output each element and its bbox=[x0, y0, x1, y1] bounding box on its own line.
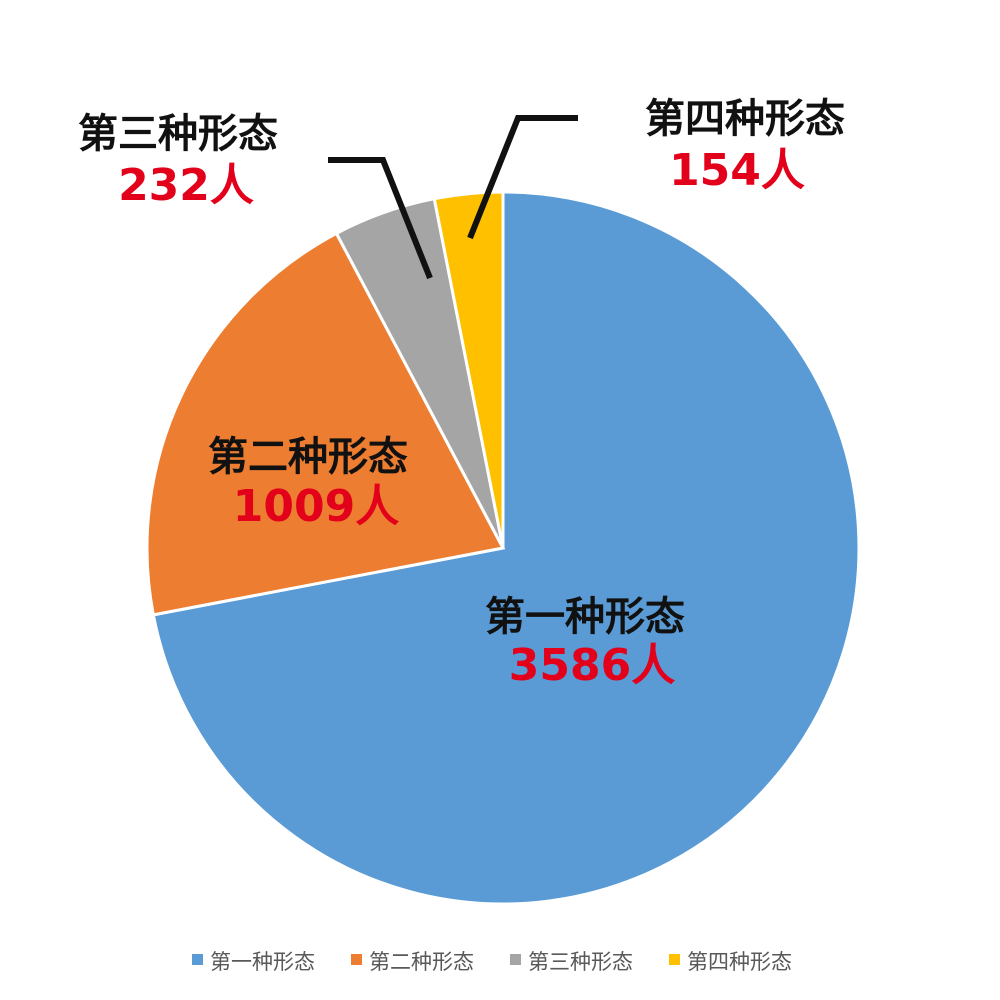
slice-label-1-name: 第一种形态 bbox=[485, 594, 685, 640]
legend-swatch-3 bbox=[510, 954, 521, 965]
legend-swatch-1 bbox=[192, 954, 203, 965]
pie-slices bbox=[145, 190, 861, 906]
pie-slice-4 bbox=[432, 190, 505, 549]
slice-label-3-name: 第三种形态 bbox=[78, 111, 278, 157]
legend: 第一种形态 第二种形态 第三种形态 第四种形态 bbox=[192, 950, 792, 974]
legend-label-1: 第一种形态 bbox=[210, 950, 315, 974]
pie-slice-2 bbox=[145, 231, 506, 617]
slice-label-4-name: 第四种形态 bbox=[645, 96, 845, 142]
legend-label-2: 第二种形态 bbox=[369, 950, 474, 974]
slice-label-2-value: 1009人 bbox=[233, 481, 399, 532]
slice-label-2-name: 第二种形态 bbox=[208, 434, 408, 480]
legend-label-3: 第三种形态 bbox=[528, 950, 633, 974]
slice-label-1-value: 3586人 bbox=[509, 640, 675, 691]
slice-label-3-value: 232人 bbox=[118, 160, 254, 211]
pie-slice-1 bbox=[151, 190, 861, 906]
legend-label-4: 第四种形态 bbox=[687, 950, 792, 974]
legend-swatch-2 bbox=[351, 954, 362, 965]
legend-swatch-4 bbox=[669, 954, 680, 965]
leader-lines bbox=[328, 115, 578, 280]
leader-line-3 bbox=[328, 157, 433, 280]
leader-line-4 bbox=[467, 115, 578, 240]
slice-label-4-value: 154人 bbox=[669, 145, 805, 196]
